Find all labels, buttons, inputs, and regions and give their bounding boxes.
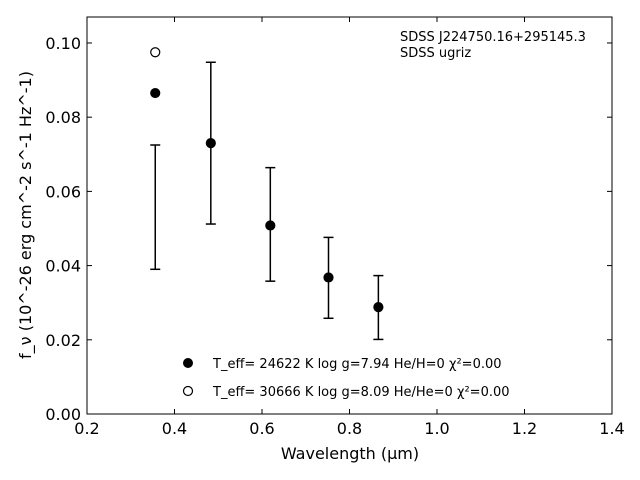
data-point-filled: [205, 138, 216, 149]
x-tick-label: 0.2: [74, 419, 99, 438]
legend-marker-filled: [183, 358, 193, 368]
annotation-object-name: SDSS J224750.16+295145.3: [400, 30, 586, 45]
observed-errorbars: [150, 61, 384, 341]
x-tick-label: 0.6: [249, 419, 274, 438]
y-tick-label: 0.02: [45, 331, 81, 350]
y-tick-label: 0.06: [45, 182, 81, 201]
annotation-photometry: SDSS ugriz: [400, 46, 471, 61]
x-tick-label: 1.0: [424, 419, 449, 438]
model-points: [150, 47, 384, 313]
legend-marker-open: [182, 385, 194, 397]
data-point-filled: [265, 220, 276, 231]
x-tick-label: 0.4: [162, 419, 187, 438]
x-tick-label: 1.2: [512, 419, 537, 438]
x-axis-title: Wavelength (μm): [281, 444, 419, 463]
legend-entry-2: T_eff= 30666 K log g=8.09 He/He=0 χ²=0.0…: [212, 385, 510, 400]
x-tick-label: 0.8: [337, 419, 362, 438]
data-point-open: [150, 47, 161, 58]
data-point-filled: [323, 272, 334, 283]
legend-entry-1: T_eff= 24622 K log g=7.94 He/H=0 χ²=0.00: [212, 357, 502, 372]
data-point-filled: [150, 87, 161, 99]
y-axis-title: f_ν (10^-26 erg cm^-2 s^-1 Hz^-1): [16, 71, 36, 359]
data-point-filled: [373, 302, 384, 313]
y-tick-label: 0.10: [45, 34, 81, 53]
y-tick-label: 0.04: [45, 257, 81, 276]
y-tick-label: 0.08: [45, 108, 81, 127]
axis-ticks: 0.2 0.4 0.6 0.8 1.0 1.2 1.4 0.00 0.02 0.04 0.06 0.0…: [45, 17, 625, 438]
plot-frame: [86, 16, 613, 415]
x-tick-label: 1.4: [599, 419, 624, 438]
y-tick-label: 0.00: [45, 405, 81, 424]
legend: T_eff= 24622 K log g=7.94 He/H=0 χ²=0.00…: [182, 357, 510, 400]
